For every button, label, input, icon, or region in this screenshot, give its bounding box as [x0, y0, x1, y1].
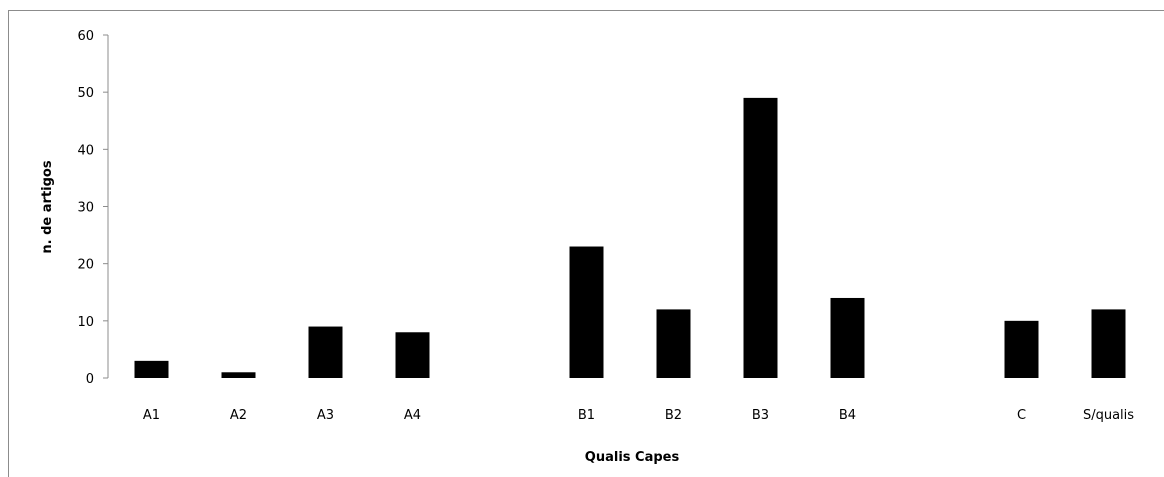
x-tick-label: B2: [665, 408, 682, 423]
bars: [134, 97, 1126, 378]
y-tick-label: 50: [77, 86, 94, 101]
y-tick-label: 20: [77, 258, 94, 273]
x-tick-label: A2: [230, 408, 247, 423]
bar-s-qualis: [1091, 309, 1126, 378]
bar-a1: [134, 360, 169, 378]
x-tick-label: A4: [404, 408, 421, 423]
x-tick-label: A3: [317, 408, 334, 423]
y-tick-label: 0: [86, 372, 94, 387]
y-tick-label: 40: [77, 143, 94, 158]
x-tick-label: B3: [752, 408, 769, 423]
x-tick-label: S/qualis: [1083, 408, 1134, 423]
bar-b4: [830, 297, 865, 378]
y-axis-ticks: 0 10 20 30 40 50 60: [77, 29, 108, 387]
bar-a2: [221, 372, 256, 378]
bar-b1: [569, 246, 604, 378]
y-tick-label: 60: [77, 29, 94, 44]
chart-frame: [8, 10, 1164, 477]
y-tick-label: 30: [77, 201, 94, 216]
bar-b2: [656, 309, 691, 378]
bar-a3: [308, 326, 343, 378]
bar-c: [1004, 320, 1039, 378]
x-axis-title: Qualis Capes: [585, 450, 680, 465]
bar-a4: [395, 332, 430, 378]
y-tick-label: 10: [77, 315, 94, 330]
x-tick-label: B4: [839, 408, 856, 423]
x-tick-label: A1: [143, 408, 160, 423]
x-tick-label: B1: [578, 408, 595, 423]
y-axis-title: n. de artigos: [40, 160, 55, 253]
x-tick-label: C: [1017, 408, 1026, 423]
bar-b3: [743, 97, 778, 378]
x-axis-ticks: A1 A2 A3 A4 B1 B2 B3 B4 C S/qualis: [143, 408, 1134, 423]
